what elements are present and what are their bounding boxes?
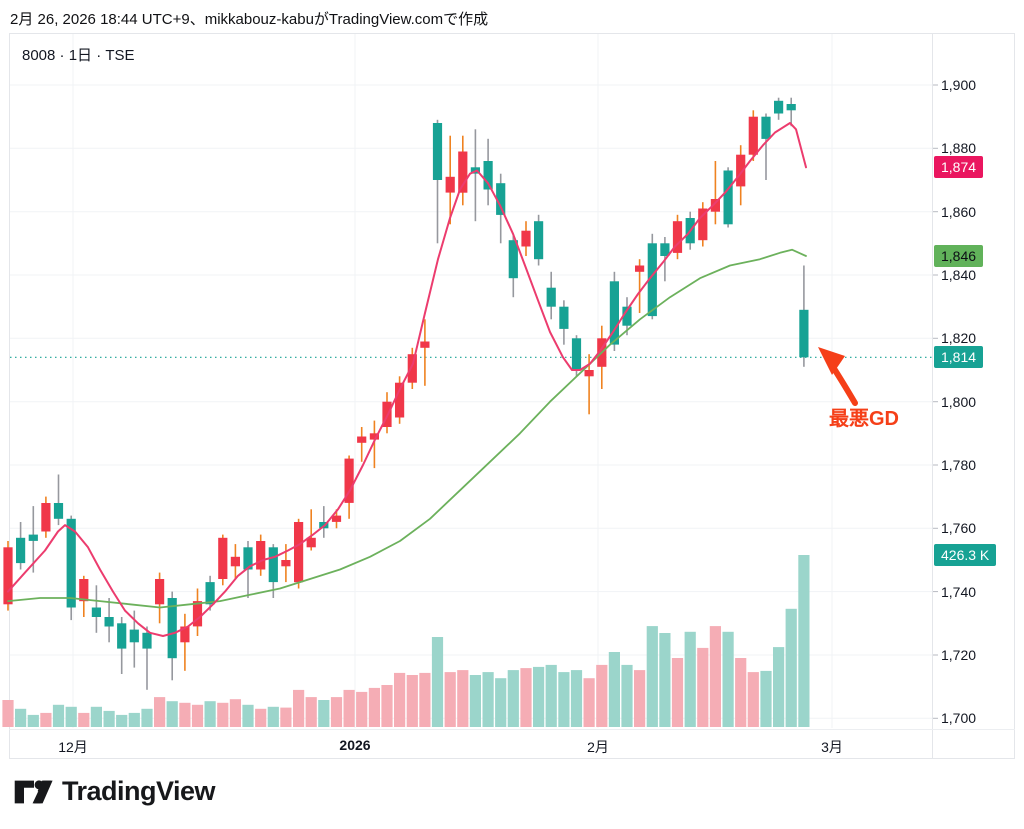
price-tick-label: 1,860 [941, 203, 977, 220]
volume-badge: 426.3 K [934, 544, 997, 566]
tradingview-logo[interactable]: TradingView [14, 776, 216, 807]
price-tick-label: 1,900 [941, 77, 977, 93]
price-tick-label: 1,760 [941, 520, 977, 537]
last-price-badge: 1,814 [934, 346, 984, 369]
annotation-arrow[interactable] [818, 347, 858, 406]
price-axis-separator [932, 34, 933, 758]
time-tick-label: 12月 [58, 739, 88, 755]
annotation-label[interactable]: 最悪GD [829, 408, 899, 430]
price-tick-label: 1,880 [941, 140, 977, 157]
time-tick-label: 2月 [587, 739, 609, 755]
tradingview-logo-icon [14, 779, 53, 803]
price-tick-label: 1,820 [941, 330, 977, 347]
time-tick-label: 2026 [339, 737, 371, 753]
ma-fast-price-badge: 1,874 [934, 156, 984, 179]
attribution-text: 2月 26, 2026 18:44 UTC+9、mikkabouz-kabuがT… [10, 11, 489, 28]
price-tick-label: 1,800 [941, 393, 977, 410]
price-tick-label: 1,840 [941, 267, 977, 283]
symbol-title: 8008 · 1日 · TSE [22, 47, 135, 64]
time-tick-label: 3月 [821, 739, 843, 755]
price-tick-label: 1,780 [941, 457, 977, 473]
price-tick-label: 1,700 [941, 710, 977, 727]
price-tick-label: 1,740 [941, 583, 977, 600]
time-axis-separator [9, 729, 1015, 730]
price-tick-label: 1,720 [941, 647, 977, 663]
ma-slow-price-badge: 1,846 [934, 245, 984, 267]
tradingview-logo-text: TradingView [62, 776, 216, 806]
